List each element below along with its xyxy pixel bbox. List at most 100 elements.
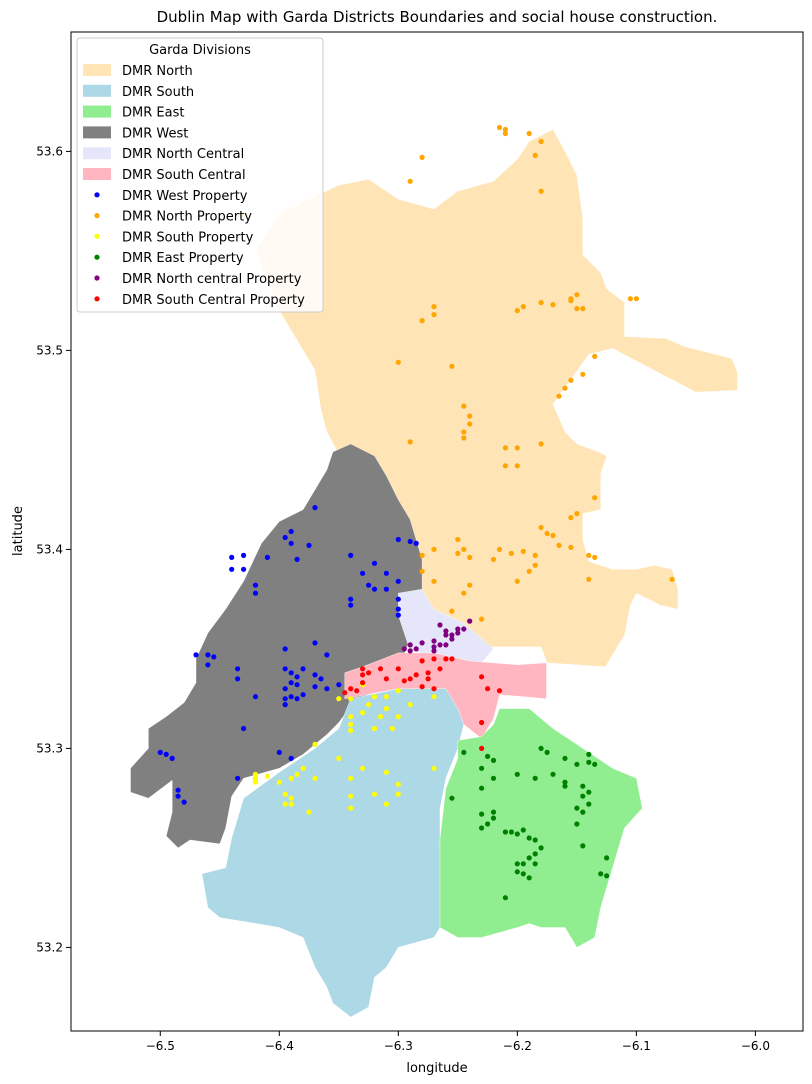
property-point xyxy=(526,568,532,574)
property-point xyxy=(336,696,342,702)
property-point xyxy=(449,363,455,369)
region-dmr-south xyxy=(201,688,465,1018)
legend-label-dmr-north: DMR North xyxy=(122,64,193,79)
property-point xyxy=(360,765,366,771)
property-point xyxy=(360,672,366,678)
property-point xyxy=(395,666,401,672)
legend-swatch-dmr-east xyxy=(83,105,111,118)
x-tick-label: −6.4 xyxy=(265,1039,294,1053)
property-point xyxy=(431,686,437,692)
property-point xyxy=(354,688,360,694)
property-point xyxy=(163,751,169,758)
legend-marker-dmr-east-property xyxy=(94,254,100,260)
property-point xyxy=(324,686,330,692)
property-point xyxy=(294,556,300,563)
chart-title: Dublin Map with Garda Districts Boundari… xyxy=(157,8,718,26)
property-point xyxy=(479,719,485,726)
property-point xyxy=(288,801,294,807)
property-point xyxy=(526,130,532,137)
property-point xyxy=(288,528,294,535)
property-point xyxy=(282,666,288,672)
property-point xyxy=(514,463,520,469)
property-point xyxy=(288,694,294,700)
property-point xyxy=(502,445,508,451)
garda-division-regions xyxy=(130,129,738,1018)
y-tick-label: 53.5 xyxy=(36,343,63,357)
property-point xyxy=(348,552,354,559)
property-point xyxy=(235,676,241,682)
property-point xyxy=(383,706,389,712)
property-point xyxy=(479,825,485,831)
property-point xyxy=(455,536,461,543)
property-point xyxy=(532,152,538,158)
property-point xyxy=(508,550,514,557)
points-dmr-west-property xyxy=(157,505,419,805)
property-point xyxy=(586,759,592,765)
property-point xyxy=(586,789,592,795)
property-point xyxy=(241,725,247,732)
property-point xyxy=(395,578,401,584)
property-point xyxy=(366,670,372,676)
property-point xyxy=(348,721,354,728)
property-point xyxy=(592,554,598,561)
property-point xyxy=(479,674,485,680)
property-point xyxy=(282,686,288,692)
property-point xyxy=(437,642,443,648)
property-point xyxy=(371,791,378,797)
property-point xyxy=(383,769,389,775)
property-point xyxy=(419,318,425,324)
property-point xyxy=(318,676,324,682)
property-point xyxy=(538,441,544,447)
property-point xyxy=(604,855,610,861)
property-point xyxy=(502,126,508,133)
property-points xyxy=(157,124,675,901)
property-point xyxy=(425,670,431,676)
property-point xyxy=(449,636,455,642)
property-point xyxy=(312,741,318,748)
property-point xyxy=(496,124,503,131)
points-dmr-north-property xyxy=(241,124,675,622)
property-point xyxy=(181,799,187,805)
property-point xyxy=(395,359,401,365)
property-point xyxy=(252,582,259,588)
property-point xyxy=(580,371,586,377)
property-point xyxy=(574,306,580,312)
property-point xyxy=(419,552,425,559)
property-point xyxy=(604,873,610,879)
property-point xyxy=(336,682,342,688)
property-point xyxy=(169,755,175,762)
property-point xyxy=(538,138,544,145)
property-point xyxy=(294,682,300,688)
points-dmr-south-central-property xyxy=(342,656,503,752)
property-point xyxy=(568,515,574,521)
y-tick-label: 53.4 xyxy=(36,542,63,556)
property-point xyxy=(348,805,354,811)
property-point xyxy=(395,612,401,618)
property-point xyxy=(312,505,318,511)
property-point xyxy=(431,644,437,650)
property-point xyxy=(633,296,640,302)
property-point xyxy=(300,666,306,672)
property-point xyxy=(407,648,413,654)
legend-title: Garda Divisions xyxy=(149,43,251,58)
property-point xyxy=(431,578,437,584)
property-point xyxy=(544,530,550,537)
property-point xyxy=(502,463,508,469)
legend-label-dmr-north-property: DMR North Property xyxy=(122,210,252,225)
plot-frame xyxy=(70,31,804,1032)
property-point xyxy=(598,871,604,877)
property-point xyxy=(467,618,473,624)
property-point xyxy=(366,702,372,708)
property-point xyxy=(455,630,461,636)
property-point xyxy=(395,688,401,694)
property-point xyxy=(550,771,556,777)
property-point xyxy=(395,791,401,797)
points-dmr-north-central-property xyxy=(401,618,473,654)
y-axis-ticks: 53.2 53.3 53.4 53.5 53.6 xyxy=(36,144,71,954)
property-point xyxy=(252,771,259,777)
property-point xyxy=(467,413,473,419)
property-point xyxy=(431,648,437,654)
property-point xyxy=(282,791,288,797)
property-point xyxy=(485,821,491,827)
